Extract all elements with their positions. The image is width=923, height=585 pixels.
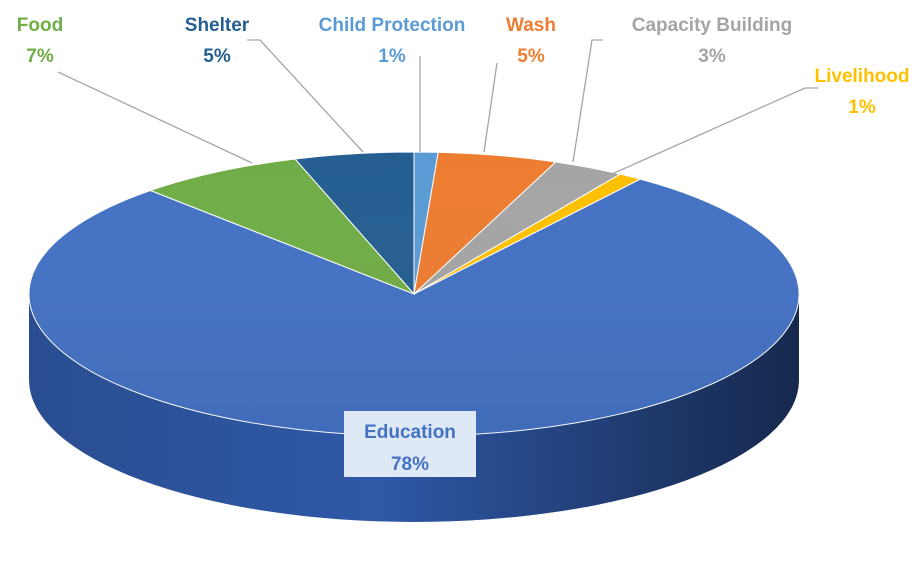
leader-lines: [57, 39, 818, 179]
data-label-name-education: Education: [364, 422, 456, 443]
pie-top-face: [28, 151, 800, 437]
data-label-value-livelihood: 1%: [848, 97, 876, 118]
data-label-value-child-protection: 1%: [378, 46, 406, 67]
pie-side-education: [29, 294, 799, 522]
data-label-name-child-protection: Child Protection: [319, 15, 466, 36]
data-label-name-food: Food: [17, 15, 63, 36]
data-label-value-wash: 5%: [517, 46, 545, 67]
data-label-name-capacity-building: Capacity Building: [632, 15, 792, 36]
leader-line-livelihood: [602, 87, 818, 179]
data-label-name-shelter: Shelter: [185, 15, 250, 36]
data-label-value-food: 7%: [26, 46, 54, 67]
leader-line-food: [57, 71, 253, 164]
data-label-name-livelihood: Livelihood: [815, 66, 910, 87]
data-label-name-wash: Wash: [506, 15, 556, 36]
data-label-value-education: 78%: [391, 454, 429, 475]
leader-line-capacity-building: [572, 39, 603, 163]
pie-side-wall: [29, 294, 799, 522]
data-label-box-education: [344, 411, 476, 477]
leader-line-wash: [483, 62, 498, 153]
data-label-value-capacity-building: 3%: [698, 46, 726, 67]
leader-line-shelter: [247, 39, 364, 153]
data-labels: Child Protection 1% Wash 5% Capacity Buildin…: [17, 15, 910, 477]
data-label-value-shelter: 5%: [203, 46, 231, 67]
